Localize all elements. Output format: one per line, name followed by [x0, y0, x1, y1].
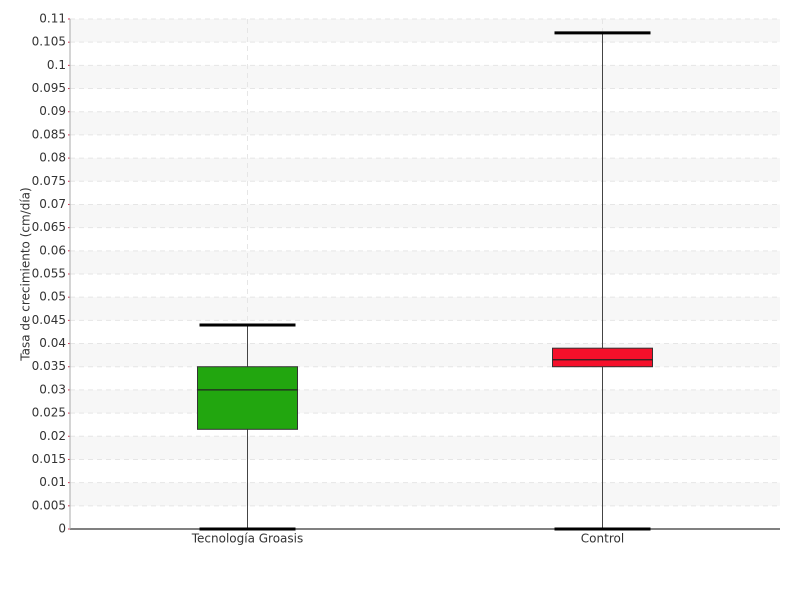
grid-band: [70, 389, 780, 414]
y-tick-label: 0.005: [32, 498, 66, 512]
grid-band: [70, 297, 780, 321]
y-tick-label: 0.07: [39, 197, 66, 211]
y-tick-label: 0.05: [39, 290, 66, 304]
grid-band: [70, 204, 780, 228]
grid-band: [70, 436, 780, 460]
grid-band: [70, 250, 780, 274]
grid-band: [70, 343, 780, 367]
y-tick-label: 0.11: [39, 12, 66, 26]
y-tick-label: 0.04: [39, 336, 66, 350]
box: [552, 347, 653, 368]
y-tick-label: 0: [58, 522, 66, 536]
y-tick-label: 0.075: [32, 174, 66, 188]
y-tick-label: 0.01: [39, 475, 66, 489]
y-tick-label: 0.08: [39, 151, 66, 165]
y-tick-label: 0.065: [32, 220, 66, 234]
y-tick-label: 0.025: [32, 406, 66, 420]
grid-band: [70, 158, 780, 182]
grid-band: [70, 482, 780, 506]
y-tick-label: 0.09: [39, 104, 66, 118]
y-tick-label: 0.035: [32, 359, 66, 373]
y-tick-label: 0.03: [39, 382, 66, 396]
grid-band: [70, 111, 780, 135]
y-tick-label: 0.085: [32, 127, 66, 141]
x-tick-label: Control: [581, 532, 624, 546]
y-tick-label: 0.02: [39, 429, 66, 443]
grid-band: [70, 19, 780, 43]
y-tick-label: 0.045: [32, 313, 66, 327]
y-tick-label: 0.1: [47, 58, 66, 72]
box: [197, 366, 298, 430]
grid-band: [70, 65, 780, 89]
y-axis-label: Tasa de crecimiento (cm/día): [19, 187, 33, 361]
y-tick-label: 0.015: [32, 452, 66, 466]
x-tick-label: Tecnología Groasis: [191, 532, 304, 546]
y-tick-label: 0.06: [39, 243, 66, 257]
y-tick-label: 0.105: [32, 35, 66, 49]
y-tick-label: 0.095: [32, 81, 66, 95]
y-tick-label: 0.055: [32, 267, 66, 281]
